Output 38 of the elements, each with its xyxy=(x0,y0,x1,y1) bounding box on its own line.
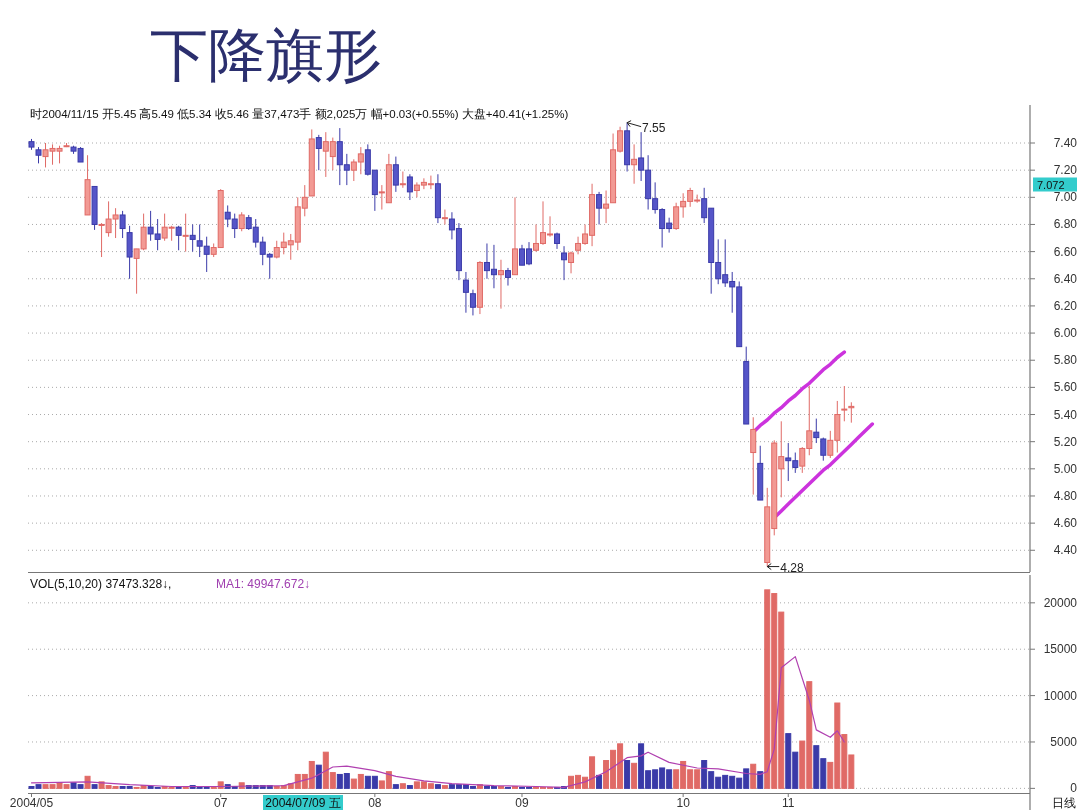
y-tick-label: 6.80 xyxy=(1053,217,1078,232)
x-tick-label: 10 xyxy=(676,796,690,810)
x-tick-label: 07 xyxy=(214,796,228,810)
annotation: 2004/07/09 五 xyxy=(263,795,343,810)
y-tick-label: 15000 xyxy=(1043,642,1078,657)
y-tick-label: 0 xyxy=(1070,781,1078,796)
annotation: 4.28 xyxy=(766,560,804,575)
y-tick-label: 5.80 xyxy=(1053,353,1078,368)
x-tick-label: 2004/05 xyxy=(9,796,54,810)
y-tick-label: 6.20 xyxy=(1053,298,1078,313)
y-tick-label: 6.40 xyxy=(1053,271,1078,286)
y-tick-label: 5000 xyxy=(1050,734,1078,749)
y-tick-label: 5.00 xyxy=(1053,461,1078,476)
x-tick-label: 08 xyxy=(368,796,382,810)
annotation: 7.55 xyxy=(626,120,666,135)
annotation: 7.072 xyxy=(1033,177,1077,192)
y-tick-label: 6.00 xyxy=(1053,326,1078,341)
y-tick-label: 20000 xyxy=(1043,595,1078,610)
annotation: 7.55 xyxy=(642,120,666,135)
y-tick-label: 4.80 xyxy=(1053,488,1078,503)
y-tick-label: 4.40 xyxy=(1053,543,1078,558)
y-tick-label: 10000 xyxy=(1043,688,1078,703)
x-tick-label: 11 xyxy=(782,796,795,810)
annotation: 4.28 xyxy=(780,560,804,575)
x-tick-label: 09 xyxy=(515,796,529,810)
y-tick-label: 4.60 xyxy=(1053,516,1078,531)
y-tick-label: 5.40 xyxy=(1053,407,1078,422)
y-tick-label: 7.40 xyxy=(1053,136,1078,151)
annotation: 日线 xyxy=(1052,796,1076,810)
y-tick-label: 7.00 xyxy=(1053,190,1078,205)
annotation: VOL(5,10,20) 37473.328↓, xyxy=(30,577,172,591)
subtitle: 时2004/11/15 开5.45 高5.49 低5.34 收5.46 量37,473手 额2,025万 幅+0.03(+0.55%) 大盘+40.41(+1.25%) xyxy=(30,108,569,120)
y-tick-label: 5.20 xyxy=(1053,434,1078,449)
annotation: MA1: 49947.672↓ xyxy=(216,577,311,591)
y-tick-label: 6.60 xyxy=(1053,244,1078,259)
y-tick-label: 7.20 xyxy=(1053,163,1078,178)
y-tick-label: 5.60 xyxy=(1053,380,1078,395)
title: 下降旗形 xyxy=(150,23,382,88)
